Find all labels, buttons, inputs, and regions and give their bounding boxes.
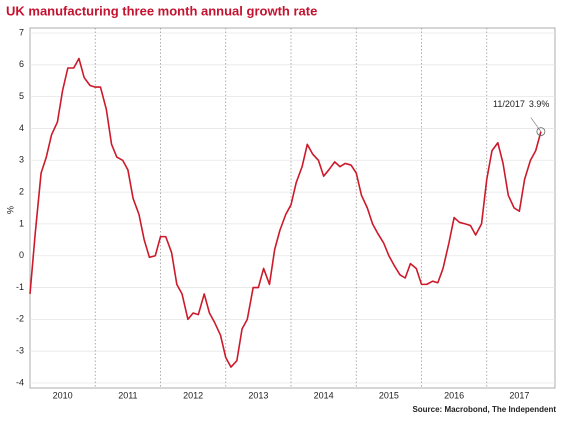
x-tick-label: 2012 [183, 390, 203, 400]
y-tick-label: 1 [19, 218, 24, 228]
source: Source: Macrobond, The Independent [412, 405, 556, 414]
y-tick-label: 6 [19, 59, 24, 69]
y-tick-label: 4 [19, 123, 24, 133]
y-tick-label: 5 [19, 91, 24, 101]
y-tick-label: 0 [19, 250, 24, 260]
chart-title: UK manufacturing three month annual grow… [6, 3, 317, 18]
x-tick-label: 2015 [379, 390, 399, 400]
y-tick-label: -3 [16, 346, 24, 356]
plot-frame [29, 27, 556, 389]
x-tick-label: 2016 [444, 390, 464, 400]
y-tick-label: -2 [16, 314, 24, 324]
y-tick-label: 3 [19, 155, 24, 165]
annotation-marker [536, 127, 546, 137]
x-tick-label: 2017 [509, 390, 529, 400]
x-tick-label: 2010 [53, 390, 73, 400]
y-tick-label: -4 [16, 377, 24, 387]
annotation-value: 3.9% [529, 99, 550, 109]
y-tick-label: -1 [16, 282, 24, 292]
x-tick-label: 2011 [118, 390, 137, 400]
annotation-leader [530, 117, 542, 132]
y-tick-label: 7 [19, 27, 24, 37]
y-axis-label: % [5, 206, 15, 214]
x-tick-label: 2013 [248, 390, 268, 400]
line-series [29, 57, 542, 368]
x-tick-label: 2014 [314, 390, 334, 400]
y-tick-label: 2 [19, 186, 24, 196]
annotation-date: 11/2017 [493, 99, 525, 109]
